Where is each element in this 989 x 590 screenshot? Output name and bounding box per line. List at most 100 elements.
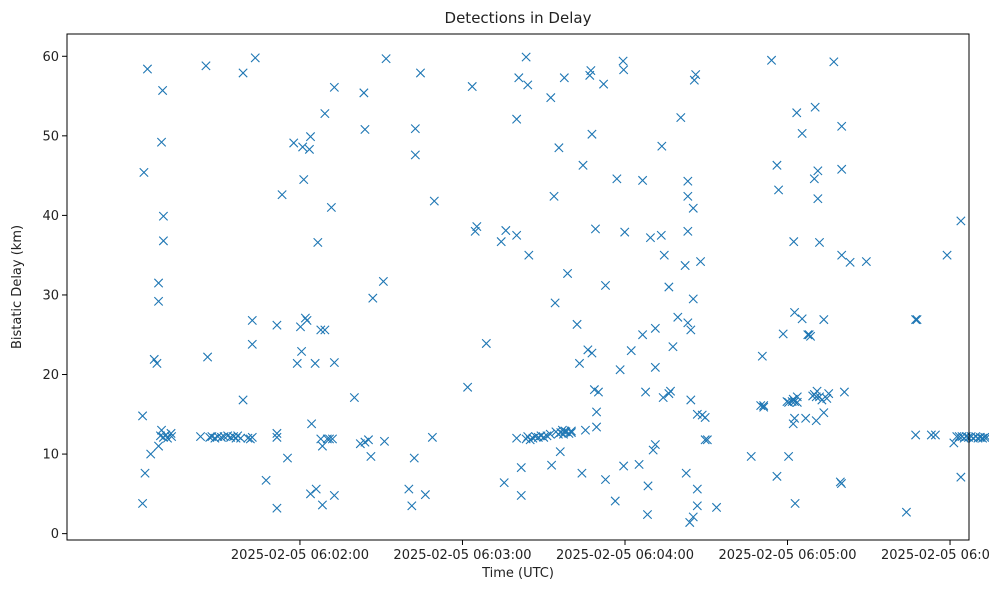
data-point [811,416,821,426]
data-point [574,358,585,368]
data-point [277,190,287,200]
data-point [282,453,293,463]
data-point [320,108,330,119]
data-point [499,478,509,488]
data-point [942,250,952,260]
data-point [298,142,308,152]
data-point [956,216,966,226]
data-point [648,445,658,455]
data-point [810,102,820,112]
data-point [316,325,326,335]
data-point [789,413,800,423]
data-point [692,501,702,511]
data-point [813,194,823,204]
data-point [566,426,576,436]
y-tick-label: 50 [42,129,59,144]
data-point [514,73,524,83]
data-point [656,230,666,240]
data-point [140,468,150,478]
data-point [797,314,807,324]
data-point [689,75,699,85]
data-point [773,185,784,195]
data-point [700,435,710,445]
data-point [410,150,420,160]
data-point [250,53,260,63]
data-point [711,502,722,512]
data-point [683,191,693,201]
data-point [349,392,359,403]
data-point [153,296,164,306]
data-point [691,69,701,80]
data-point [463,382,473,392]
data-point [363,435,374,445]
data-point [407,501,417,511]
data-point [610,496,620,506]
data-point [593,387,604,397]
data-point [272,320,282,330]
data-point [982,432,989,442]
data-point [317,500,328,510]
data-point [320,325,330,335]
data-point [822,393,832,403]
data-point [409,453,419,463]
data-point [368,293,378,303]
data-point [620,227,630,237]
data-point [149,354,159,364]
data-point [824,389,834,399]
data-point [572,319,582,329]
data-point [650,323,660,333]
data-point [158,211,169,221]
data-point [612,174,622,184]
data-point [137,498,148,508]
data-point [688,203,698,213]
data-point [166,431,177,442]
data-point [789,396,800,407]
x-tick-label: 2025-02-05 06:05:00 [718,548,856,563]
data-point [643,481,653,491]
data-point [683,318,693,328]
data-point [975,432,985,442]
data-point [195,431,206,442]
data-point [766,55,777,65]
data-point [590,224,601,234]
data-point [819,408,829,418]
data-point [299,175,309,185]
x-axis-label: Time (UTC) [481,566,554,581]
data-point [819,315,829,325]
data-point [801,413,811,423]
data-point [496,237,506,247]
data-point [784,451,794,462]
data-point [618,56,628,66]
data-point [550,298,560,308]
data-point [292,358,302,368]
data-point [156,137,167,147]
data-point [949,438,959,448]
data-point [665,386,676,396]
data-point [789,307,800,318]
data-point [634,459,644,470]
data-point [759,402,769,412]
data-point [591,422,602,432]
data-point [512,433,522,443]
data-point [410,124,420,134]
data-point [381,54,391,64]
data-point [811,392,821,402]
data-point [580,425,591,435]
data-point [700,412,710,423]
data-point [329,357,339,368]
data-point [658,392,668,403]
data-point [789,237,799,247]
data-point [378,276,388,287]
data-point [814,237,825,248]
data-point [683,176,693,186]
data-point [837,250,847,260]
data-point [638,330,648,340]
chart-title: Detections in Delay [445,9,592,27]
data-point [202,352,213,362]
data-point [930,430,941,440]
data-point [956,472,966,482]
data-point [467,81,477,92]
data-point [600,474,611,485]
data-point [247,432,257,442]
